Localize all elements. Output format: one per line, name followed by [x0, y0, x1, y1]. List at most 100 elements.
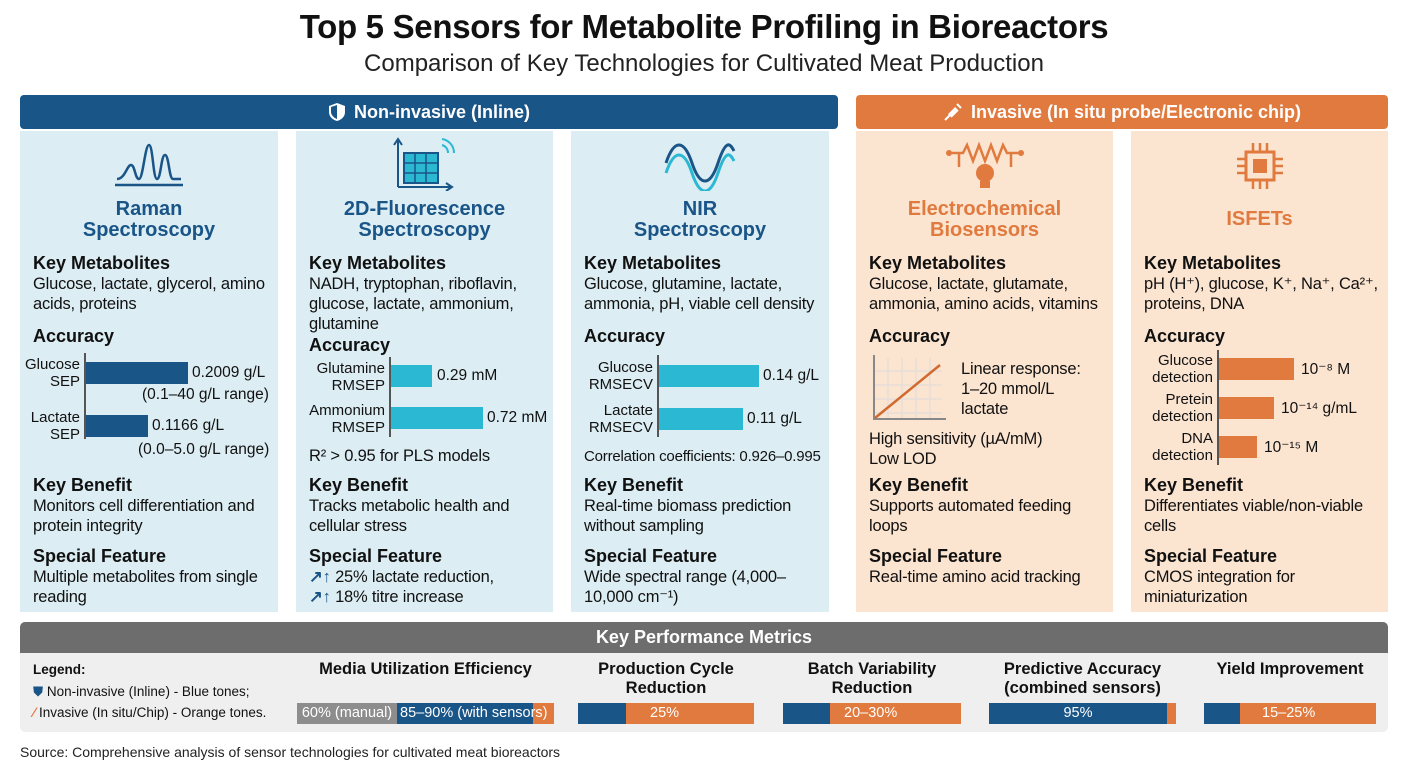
bar-note: (0.1–40 g/L range) — [142, 386, 269, 403]
feature-heading: Special Feature — [33, 546, 167, 566]
card-title: NIR Spectroscopy — [633, 198, 767, 241]
metric-title: Predictive Accuracy (combined sensors) — [1003, 660, 1162, 697]
bar-value: 10⁻¹⁵ M — [1264, 439, 1319, 456]
page-title: Top 5 Sensors for Metabolite Profiling i… — [299, 8, 1109, 45]
metric-bar-orange — [1167, 703, 1176, 724]
trend-up-icon: ↗↑ — [309, 568, 336, 586]
bar-value: 0.11 g/L — [747, 410, 802, 427]
card-title: Raman Spectroscopy — [82, 198, 216, 241]
metric-bar-manual: 60% (manual) — [297, 703, 397, 724]
benefit-heading: Key Benefit — [309, 475, 409, 495]
accuracy-note: High sensitivity (µA/mM) Low LOD — [869, 430, 1043, 468]
source-note: Source: Comprehensive analysis of sensor… — [20, 744, 561, 760]
bar-value: 10⁻¹⁴ g/mL — [1281, 400, 1358, 417]
metric-title: Yield Improvement — [1216, 660, 1364, 678]
benefit-text: Real-time biomass prediction without sam… — [584, 497, 792, 535]
metric-title: Media Utilization Efficiency — [319, 660, 532, 678]
feature-heading: Special Feature — [1144, 546, 1278, 566]
accuracy-bar — [391, 407, 483, 429]
metric-bar-blue — [1204, 703, 1240, 724]
wave-icon — [664, 143, 736, 191]
metric-bar-value: 95% — [989, 703, 1167, 724]
benefit-heading: Key Benefit — [584, 475, 684, 495]
bar-label: Glucose SEP — [24, 356, 80, 390]
card-title: ISFETs — [1226, 208, 1293, 230]
group-header-invasive: Invasive (In situ probe/Electronic chip) — [856, 95, 1388, 129]
trend-up-icon: ↗↑ — [309, 588, 336, 606]
bar-value: 0.72 mM — [487, 409, 548, 426]
card-title: Electrochemical Biosensors — [907, 198, 1062, 241]
shield-icon: ⛊ — [33, 684, 44, 699]
chart-axis — [657, 355, 659, 437]
accuracy-bar — [1219, 358, 1294, 380]
card-title: 2D-Fluorescence Spectroscopy — [343, 198, 506, 241]
feature-heading: Special Feature — [869, 546, 1003, 566]
chip-icon — [1236, 143, 1283, 189]
bar-label: Glucose detection — [1152, 352, 1213, 386]
bar-value: 10⁻⁸ M — [1301, 361, 1351, 378]
metrics-title: Key Performance Metrics — [20, 622, 1388, 653]
legend-label: Invasive (In situ/Chip) - Orange tones. — [39, 705, 267, 720]
bar-label: Glucose RMSECV — [588, 359, 653, 393]
metric-bar-blue — [783, 703, 830, 724]
bar-label: DNA detection — [1152, 430, 1213, 464]
group-header-non-invasive: Non-invasive (Inline) — [20, 95, 838, 129]
chart-axis — [389, 357, 391, 437]
shield-icon — [328, 103, 345, 121]
metabolites-heading: Key Metabolites — [1144, 253, 1282, 273]
bar-value: 0.14 g/L — [763, 367, 820, 384]
card-nir: NIR Spectroscopy Key Metabolites Glucose… — [571, 131, 829, 612]
benefit-heading: Key Benefit — [1144, 475, 1244, 495]
feature-text: Multiple metabolites from single reading — [33, 568, 258, 606]
feature-text: 25% lactate reduction, — [335, 568, 494, 586]
card-raman: Raman Spectroscopy Key Metabolites Gluco… — [20, 131, 278, 612]
benefit-text: Supports automated feeding loops — [869, 497, 1072, 535]
benefit-text: Tracks metabolic health and cellular str… — [309, 497, 510, 535]
benefit-text: Differentiates viable/non-viable cells — [1144, 497, 1363, 535]
legend-title: Legend: — [33, 662, 86, 677]
metric-bar-orange — [533, 703, 554, 724]
bar-note: (0.0–5.0 g/L range) — [138, 441, 270, 458]
circuit-bulb-icon — [945, 141, 1024, 188]
accuracy-bar — [86, 362, 188, 384]
bar-label: Pretein detection — [1152, 391, 1213, 425]
accuracy-bar — [659, 365, 759, 387]
bar-label: Lactate RMSECV — [588, 402, 653, 436]
metric-title: Production Cycle Reduction — [598, 660, 734, 697]
feature-text: CMOS integration for miniaturization — [1144, 568, 1295, 606]
metric-title: Batch Variability Reduction — [807, 660, 937, 697]
metabolites-heading: Key Metabolites — [584, 253, 722, 273]
feature-line: ↗↑ 18% titre increase — [309, 587, 545, 607]
metabolites-heading: Key Metabolites — [33, 253, 171, 273]
accuracy-heading: Accuracy — [869, 326, 951, 346]
metric-bar-sensors: 85–90% (with sensors) — [397, 703, 548, 724]
feature-text: Real-time amino acid tracking — [869, 568, 1081, 586]
accuracy-bar — [1219, 397, 1274, 419]
metabolites-heading: Key Metabolites — [309, 253, 447, 273]
chart-axis — [84, 353, 86, 439]
metric-bar-value: 20–30% — [830, 703, 961, 724]
linear-response-graph — [873, 355, 946, 420]
accuracy-heading: Accuracy — [584, 326, 666, 346]
metabolites-text: NADH, tryptophan, riboflavin, glucose, l… — [309, 275, 517, 333]
accuracy-bar — [659, 408, 743, 430]
metric-bar-blue — [578, 703, 626, 724]
benefit-text: Monitors cell differentiation and protei… — [33, 497, 255, 535]
metabolites-text: Glucose, lactate, glycerol, amino acids,… — [33, 275, 265, 313]
bar-label: Lactate SEP — [30, 409, 80, 443]
bar-value: 0.29 mM — [437, 367, 498, 384]
accuracy-heading: Accuracy — [33, 326, 115, 346]
metabolites-heading: Key Metabolites — [869, 253, 1007, 273]
group-label: Invasive (In situ probe/Electronic chip) — [970, 101, 1302, 122]
syringe-icon: ⁄ — [33, 705, 36, 720]
chart-axis — [1217, 350, 1219, 465]
card-electrochemical: Electrochemical Biosensors Key Metabolit… — [856, 131, 1113, 612]
bar-value: 0.1166 g/L — [152, 417, 225, 434]
accuracy-bar — [86, 415, 148, 437]
metric-bar-value: 25% — [626, 703, 754, 724]
bar-label: Ammonium RMSEP — [309, 402, 385, 436]
feature-heading: Special Feature — [584, 546, 718, 566]
syringe-icon — [944, 103, 962, 121]
legend-item-blue: ⛊ Non-invasive (Inline) - Blue tones; — [33, 684, 249, 700]
accuracy-note: R² > 0.95 for PLS models — [309, 447, 490, 465]
